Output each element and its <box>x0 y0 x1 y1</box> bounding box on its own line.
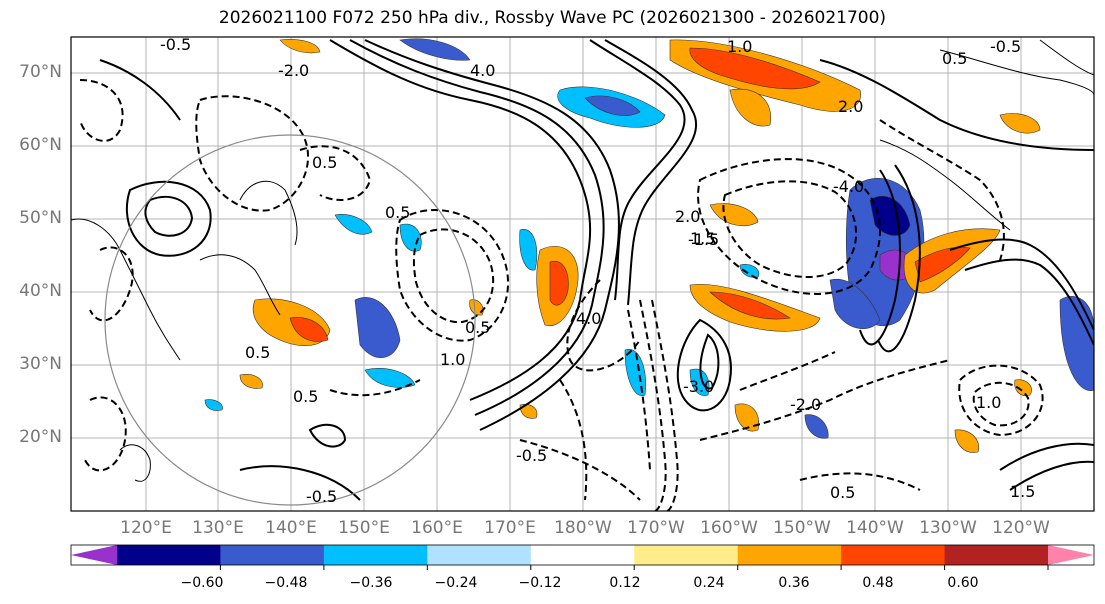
contour-label: -0.5 <box>990 37 1021 56</box>
contour-label: 4.0 <box>576 309 601 328</box>
colorbar-cell <box>323 545 428 565</box>
contour-label: -0.5 <box>306 487 337 506</box>
colorbar-arrow-left <box>71 545 117 565</box>
lon-label: 140°E <box>265 518 317 538</box>
positive-contours <box>99 39 1094 501</box>
colorbar-ticks <box>219 565 1049 570</box>
contour-label: 0.5 <box>293 387 318 406</box>
colorbar-frame <box>70 544 1095 566</box>
contour-label: -1.5 <box>688 230 719 249</box>
lon-label: 180°W <box>554 518 612 538</box>
lon-label: 120°E <box>120 518 172 538</box>
contour-label: 4.0 <box>470 61 495 80</box>
divergence-shading <box>239 39 1041 453</box>
colorbar-tick-label: −0.24 <box>434 575 478 591</box>
map-frame <box>70 36 1095 512</box>
colorbar-cell <box>427 545 532 565</box>
contour-label: 1.5 <box>1010 482 1035 501</box>
contour-label: 1.5 <box>690 229 715 248</box>
lon-label: 120°W <box>992 518 1050 538</box>
contour-label: 0.5 <box>830 483 855 502</box>
colorbar-tick-label: −0.48 <box>264 575 308 591</box>
contour-label: 1.0 <box>976 393 1001 412</box>
lon-label: 140°W <box>846 518 904 538</box>
colorbar-cell <box>117 545 221 565</box>
contour-label: 0.5 <box>942 49 967 68</box>
lon-label: 150°W <box>773 518 831 538</box>
contour-label: -3.0 <box>683 377 714 396</box>
colorbar-cell <box>737 545 842 565</box>
convergence-shading <box>204 38 1094 439</box>
coastlines <box>71 39 1094 482</box>
colorbar-cell <box>530 545 635 565</box>
contour-label-group: 1.0 -0.5 4.0 -2.0 2.0 -4.0 -1.5 2.0 4.0 … <box>160 35 1035 506</box>
map-title: 2026021100 F072 250 hPa div., Rossby Wav… <box>218 8 887 28</box>
colorbar-tick-label: 0.24 <box>693 575 725 591</box>
colorbar-tick-label: −0.12 <box>518 575 562 591</box>
contour-label: -2.0 <box>790 395 821 414</box>
lon-label: 170°W <box>627 518 685 538</box>
colorbar-tick-label: −0.60 <box>180 575 224 591</box>
lon-label: 150°E <box>338 518 390 538</box>
colorbar-tick-label: −0.36 <box>349 575 393 591</box>
contour-label: 2.0 <box>675 207 700 226</box>
lon-label: 160°E <box>411 518 463 538</box>
colorbar-arrow-right <box>1048 545 1094 565</box>
contour-label: 1.0 <box>440 350 465 369</box>
contour-label: 0.5 <box>465 318 490 337</box>
lon-label: 130°W <box>919 518 977 538</box>
contour-label: 0.5 <box>245 343 270 362</box>
negative-contours <box>79 79 1044 511</box>
contour-label: -2.0 <box>278 61 309 80</box>
lat-label: 50°N <box>19 208 62 228</box>
colorbar-cell <box>944 545 1049 565</box>
contour-label: -0.5 <box>516 446 547 465</box>
colorbar-cell <box>841 545 945 565</box>
colorbar <box>70 544 1095 570</box>
colorbar-tick-label: 0.12 <box>609 575 641 591</box>
lat-label: 40°N <box>19 281 62 301</box>
lon-label: 170°E <box>484 518 536 538</box>
contour-label: 2.0 <box>838 97 863 116</box>
colorbar-tick-label: 0.60 <box>947 575 979 591</box>
colorbar-cell <box>220 545 325 565</box>
contour-label: -4.0 <box>833 177 864 196</box>
lat-label: 70°N <box>19 62 62 82</box>
colorbar-tick-label: 0.48 <box>862 575 894 591</box>
colorbar-cell <box>634 545 739 565</box>
contour-label: 0.5 <box>385 203 410 222</box>
contour-label: -0.5 <box>160 35 191 54</box>
lon-label: 160°W <box>700 518 758 538</box>
lat-label: 60°N <box>19 135 62 155</box>
colorbar-cells <box>117 545 1049 565</box>
colorbar-tick-label: 0.36 <box>778 575 810 591</box>
region-circle <box>104 134 476 506</box>
contour-label: 0.5 <box>312 153 337 172</box>
lat-label: 30°N <box>19 354 62 374</box>
contour-label: 1.0 <box>727 37 752 56</box>
lat-label: 20°N <box>19 427 62 447</box>
lon-label: 130°E <box>192 518 244 538</box>
